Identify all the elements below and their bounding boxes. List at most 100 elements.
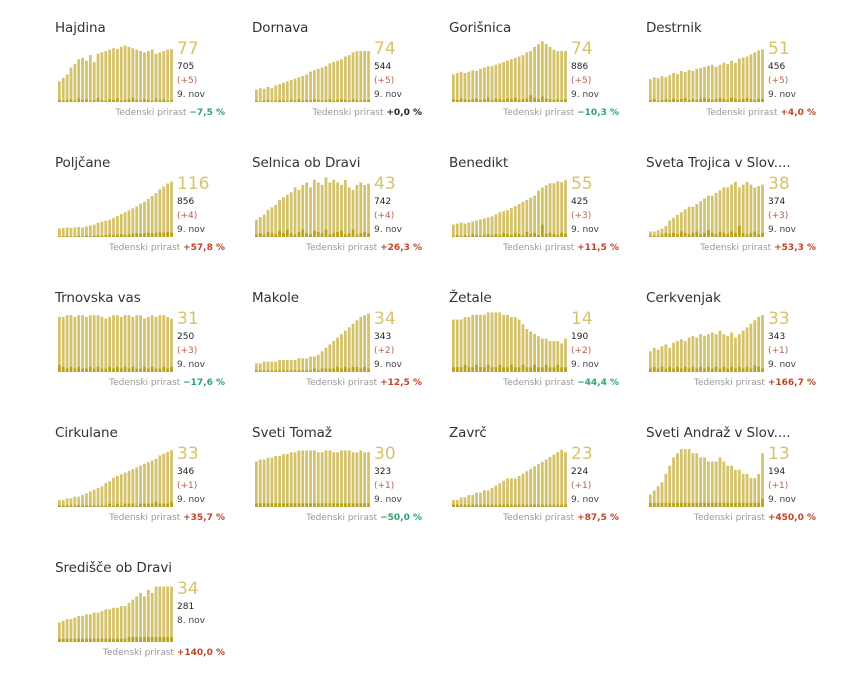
active-bar xyxy=(313,450,316,507)
active-bar xyxy=(502,480,506,507)
active-bar xyxy=(309,450,312,507)
daily-bar xyxy=(714,502,718,507)
active-bar xyxy=(479,68,482,102)
active-bar xyxy=(761,315,764,372)
active-bar xyxy=(266,209,270,237)
daily-bar xyxy=(158,232,162,237)
active-bar xyxy=(687,69,691,102)
active-bar xyxy=(301,184,305,237)
active-bar xyxy=(687,206,691,237)
daily-bar xyxy=(560,232,564,237)
daily-bar xyxy=(69,99,73,102)
daily-bar xyxy=(69,366,73,372)
daily-bar xyxy=(293,370,297,372)
active-bar xyxy=(475,71,478,102)
daily-bar xyxy=(479,235,482,237)
active-bar xyxy=(676,74,679,102)
active-bar xyxy=(297,189,301,237)
daily-bar xyxy=(135,368,139,372)
daily-bar xyxy=(58,365,61,372)
active-bar xyxy=(289,359,293,372)
active-bar xyxy=(517,56,521,102)
active-bar xyxy=(158,315,162,372)
municipality-name: Središče ob Dravi xyxy=(55,560,172,576)
daily-bar xyxy=(560,99,564,102)
active-bar xyxy=(703,335,706,372)
active-bar xyxy=(455,319,459,372)
daily-bar xyxy=(61,638,65,642)
active-bar xyxy=(92,62,96,102)
daily-bar xyxy=(486,233,490,237)
daily-bar xyxy=(652,98,656,102)
active-bar xyxy=(108,219,112,237)
daily-bar xyxy=(119,368,123,372)
daily-bar xyxy=(351,99,355,102)
daily-bar xyxy=(285,101,289,102)
weekly-growth: Tedenski prirast −10,3 % xyxy=(503,108,619,118)
daily-bar xyxy=(316,99,320,102)
daily-bar xyxy=(123,503,127,507)
bar-chart xyxy=(58,45,173,102)
active-bar xyxy=(741,57,745,102)
daily-bar xyxy=(475,234,478,237)
daily-bar xyxy=(734,98,737,102)
daily-bar xyxy=(146,99,150,102)
active-bar xyxy=(104,482,108,507)
daily-bar xyxy=(305,233,309,237)
active-bar xyxy=(340,334,343,372)
daily-bar xyxy=(355,366,359,372)
daily-bar xyxy=(513,367,517,372)
daily-bar xyxy=(347,100,351,102)
active-bar xyxy=(305,182,309,237)
active-bar xyxy=(85,60,88,102)
daily-bar xyxy=(479,99,482,102)
daily-bar xyxy=(537,367,540,372)
active-bar xyxy=(343,179,347,237)
daily-bar xyxy=(463,234,467,237)
active-bar xyxy=(475,220,478,237)
active-bar xyxy=(660,228,664,237)
municipality-name: Cerkvenjak xyxy=(646,290,721,306)
daily-bar xyxy=(305,503,309,507)
active-bar xyxy=(347,327,351,372)
growth-value: +26,3 % xyxy=(380,243,422,253)
active-bar xyxy=(266,361,270,372)
active-bar xyxy=(150,460,154,507)
active-bar xyxy=(679,339,683,372)
growth-value: +450,0 % xyxy=(767,513,816,523)
daily-bar xyxy=(166,637,170,642)
daily-bar xyxy=(510,364,513,372)
active-count: 31 xyxy=(177,309,199,329)
daily-bar xyxy=(363,366,367,372)
active-bar xyxy=(707,334,710,372)
daily-bar xyxy=(154,98,158,102)
municipality-card: Gorišnica 74 886 (+5) 9. nov Tedenski prirast… xyxy=(449,20,619,140)
active-bar xyxy=(564,338,567,372)
active-bar xyxy=(749,323,753,372)
daily-bar xyxy=(687,99,691,102)
daily-bar xyxy=(266,232,270,237)
date-label: 9. nov xyxy=(571,225,599,235)
active-bar xyxy=(718,457,722,507)
daily-bar xyxy=(707,98,710,102)
daily-bar xyxy=(255,100,258,102)
active-bar xyxy=(757,473,761,507)
daily-bar xyxy=(85,99,88,102)
daily-bar xyxy=(336,503,339,507)
daily-bar xyxy=(757,366,761,372)
daily-bar xyxy=(154,232,158,237)
active-bar xyxy=(676,214,679,237)
daily-bar xyxy=(529,504,533,507)
active-bar xyxy=(467,71,471,102)
active-bar xyxy=(741,330,745,372)
active-bar xyxy=(741,473,745,507)
municipality-card: Dornava 74 544 (+5) 9. nov Tedenski prirast +… xyxy=(252,20,422,140)
daily-bar xyxy=(347,233,351,237)
municipality-card: Hajdina 77 705 (+5) 9. nov Tedenski prirast −… xyxy=(55,20,225,140)
total-count: 194 xyxy=(768,467,786,477)
daily-bar xyxy=(116,234,119,237)
daily-bar xyxy=(652,235,656,237)
daily-bar xyxy=(65,505,69,507)
daily-bar xyxy=(737,366,741,372)
